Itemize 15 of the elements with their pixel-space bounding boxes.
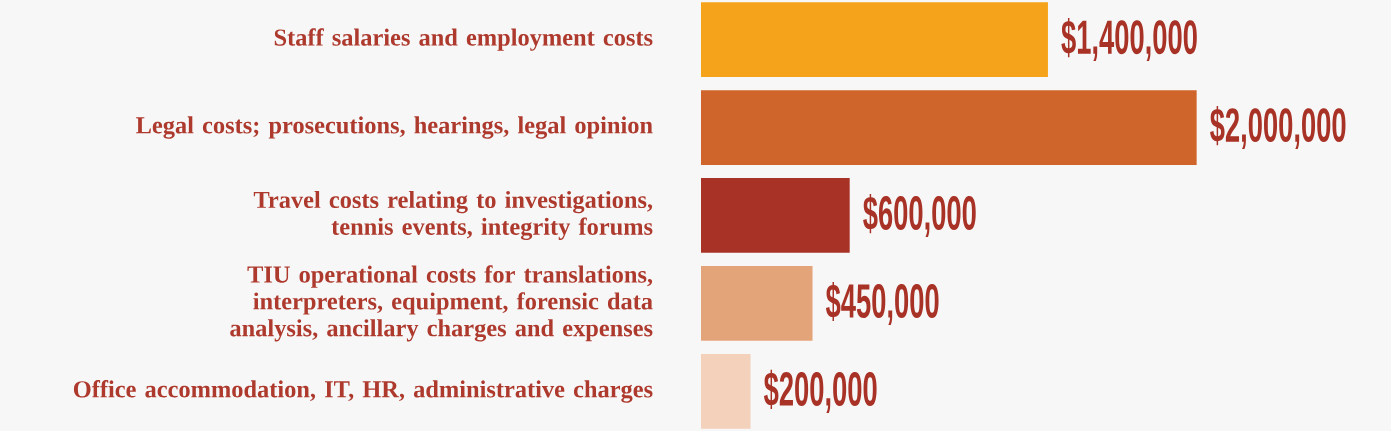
y-tick-label: Office accommodation, IT, HR, administrative charges (73, 380, 653, 403)
y-tick-label: TIU operational costs for translations, interpreters, equipment, forensic data analysis, ancillary charges and expenses (230, 265, 653, 342)
y-tick-label: Staff salaries and employment costs (274, 28, 653, 51)
data-label: $450,000 (825, 281, 939, 325)
bar (701, 354, 751, 429)
data-label: $200,000 (763, 369, 877, 413)
data-label: $600,000 (863, 193, 976, 238)
y-tick-label: Legal costs; prosecutions, hearings, legal opinion (136, 116, 653, 139)
bar (701, 178, 850, 253)
data-label: $2,000,000 (1210, 106, 1346, 150)
y-tick-label: Travel costs relating to investigations, tennis events, integrity forums (253, 190, 653, 241)
bar (701, 266, 813, 341)
bar (701, 90, 1197, 165)
bar (701, 2, 1048, 77)
data-label: $1,400,000 (1061, 18, 1197, 62)
